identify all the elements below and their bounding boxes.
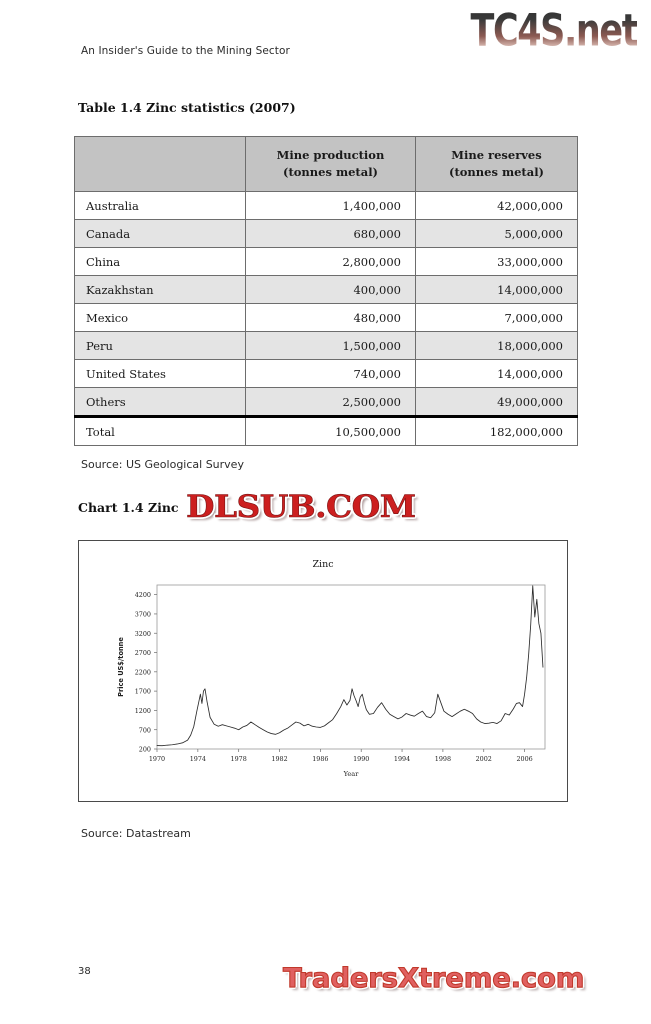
cell-country: Australia — [74, 191, 246, 220]
svg-text:3200: 3200 — [135, 630, 151, 638]
cell-production: 2,500,000 — [245, 387, 416, 417]
zinc-statistics-table: Mine production (tonnes metal) Mine rese… — [74, 136, 578, 446]
table-row: United States 740,000 14,000,000 — [74, 359, 578, 388]
table-row: Canada 680,000 5,000,000 — [74, 219, 578, 248]
chart-caption: Chart 1.4 Zinc — [78, 500, 179, 515]
running-head: An Insider's Guide to the Mining Sector — [81, 45, 290, 57]
cell-reserves: 49,000,000 — [415, 387, 578, 417]
svg-text:700: 700 — [139, 726, 151, 734]
cell-production: 1,400,000 — [245, 191, 416, 220]
svg-text:1994: 1994 — [394, 755, 410, 763]
svg-text:2200: 2200 — [135, 668, 151, 676]
table-row: China 2,800,000 33,000,000 — [74, 247, 578, 276]
svg-text:1974: 1974 — [190, 755, 206, 763]
table-header-row: Mine production (tonnes metal) Mine rese… — [74, 136, 578, 192]
table-row: Kazakhstan 400,000 14,000,000 — [74, 275, 578, 304]
header-line-1: Mine production — [276, 148, 385, 163]
table-header-mine-production: Mine production (tonnes metal) — [245, 136, 416, 192]
cell-production: 10,500,000 — [245, 415, 416, 446]
cell-reserves: 14,000,000 — [415, 275, 578, 304]
svg-text:1990: 1990 — [353, 755, 369, 763]
svg-text:2700: 2700 — [135, 649, 151, 657]
cell-reserves: 182,000,000 — [415, 415, 578, 446]
cell-production: 680,000 — [245, 219, 416, 248]
cell-reserves: 14,000,000 — [415, 359, 578, 388]
cell-country: United States — [74, 359, 246, 388]
svg-text:1982: 1982 — [271, 755, 287, 763]
svg-text:3700: 3700 — [135, 611, 151, 619]
svg-text:1970: 1970 — [149, 755, 165, 763]
cell-country: Total — [74, 415, 246, 446]
table-header-mine-reserves: Mine reserves (tonnes metal) — [415, 136, 578, 192]
header-line-2: (tonnes metal) — [449, 165, 544, 179]
table-total-row: Total 10,500,000 182,000,000 — [74, 415, 578, 446]
cell-production: 1,500,000 — [245, 331, 416, 360]
svg-text:200: 200 — [139, 746, 151, 754]
cell-production: 740,000 — [245, 359, 416, 388]
cell-production: 480,000 — [245, 303, 416, 332]
table-header-blank — [74, 136, 246, 192]
page-number: 38 — [78, 966, 91, 977]
watermark-dlsub: DLSUB.COM — [186, 489, 417, 526]
chart-source: Source: Datastream — [81, 827, 191, 840]
cell-country: Canada — [74, 219, 246, 248]
table-body: Australia 1,400,000 42,000,000 Canada 68… — [74, 191, 578, 446]
svg-text:1200: 1200 — [135, 707, 151, 715]
table-caption: Table 1.4 Zinc statistics (2007) — [78, 100, 296, 115]
svg-text:1700: 1700 — [135, 688, 151, 696]
cell-country: Mexico — [74, 303, 246, 332]
svg-text:4200: 4200 — [135, 591, 151, 599]
cell-country: Peru — [74, 331, 246, 360]
svg-text:2006: 2006 — [516, 755, 532, 763]
cell-reserves: 33,000,000 — [415, 247, 578, 276]
header-line-1: Mine reserves — [451, 148, 542, 163]
table-row: Peru 1,500,000 18,000,000 — [74, 331, 578, 360]
cell-reserves: 7,000,000 — [415, 303, 578, 332]
table-row: Others 2,500,000 49,000,000 — [74, 387, 578, 417]
cell-country: Kazakhstan — [74, 275, 246, 304]
svg-text:1998: 1998 — [435, 755, 451, 763]
cell-country: China — [74, 247, 246, 276]
svg-text:2002: 2002 — [476, 755, 492, 763]
table-row: Australia 1,400,000 42,000,000 — [74, 191, 578, 220]
table-row: Mexico 480,000 7,000,000 — [74, 303, 578, 332]
cell-reserves: 42,000,000 — [415, 191, 578, 220]
svg-text:1978: 1978 — [231, 755, 247, 763]
cell-country: Others — [74, 387, 246, 417]
svg-text:1986: 1986 — [312, 755, 328, 763]
chart-title: Zinc — [312, 559, 334, 570]
cell-reserves: 5,000,000 — [415, 219, 578, 248]
watermark-tc4s: TC4S.net — [470, 4, 638, 56]
cell-reserves: 18,000,000 — [415, 331, 578, 360]
table-source: Source: US Geological Survey — [81, 458, 244, 471]
svg-text:Year: Year — [343, 770, 360, 778]
watermark-tradersxtreme: TradersXtreme.com — [282, 962, 585, 994]
cell-production: 2,800,000 — [245, 247, 416, 276]
chart-frame: Zinc 200 700 1200 1700 2200 2700 3200 3700 4200 1… — [78, 540, 568, 802]
header-line-2: (tonnes metal) — [283, 165, 378, 179]
zinc-price-line-chart: 200 700 1200 1700 2200 2700 3200 3700 4200 1970 19… — [117, 584, 546, 778]
svg-text:Price US$/tonne: Price US$/tonne — [117, 637, 125, 697]
cell-production: 400,000 — [245, 275, 416, 304]
